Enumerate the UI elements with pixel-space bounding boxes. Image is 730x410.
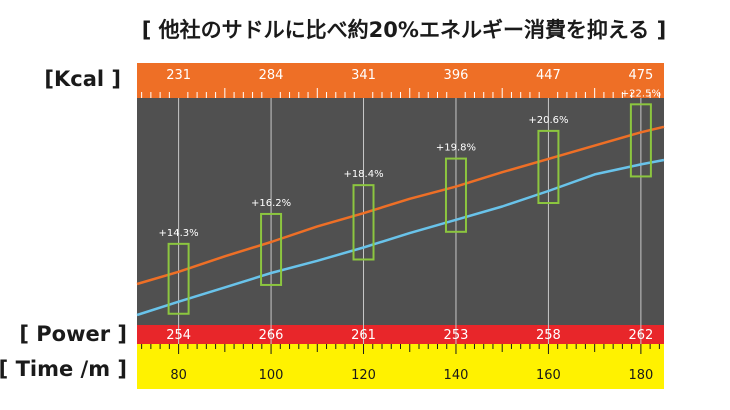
kcal-value: 475 xyxy=(628,68,653,83)
time-band xyxy=(137,344,664,389)
blue-series-line xyxy=(136,158,665,317)
kcal-ticks xyxy=(141,88,660,98)
comparison-box xyxy=(260,212,283,286)
series-lines xyxy=(136,125,665,317)
power-value: 266 xyxy=(259,328,284,343)
difference-label: +14.3% xyxy=(159,228,199,239)
time-tick-label: 180 xyxy=(628,368,653,383)
comparison-boxes xyxy=(167,103,652,315)
time-tick-label: 100 xyxy=(259,368,284,383)
time-tick-label: 120 xyxy=(351,368,376,383)
power-value: 261 xyxy=(351,328,376,343)
time-label: [ Time /m ] xyxy=(0,357,127,381)
comparison-box xyxy=(167,242,190,315)
comparison-box xyxy=(352,184,375,261)
difference-label: +20.6% xyxy=(528,115,568,126)
kcal-value: 447 xyxy=(536,68,561,83)
power-value: 262 xyxy=(628,328,653,343)
gridlines xyxy=(178,98,642,344)
power-label: [ Power ] xyxy=(19,322,127,346)
time-tick-label: 80 xyxy=(170,368,187,383)
time-ticks xyxy=(141,344,660,354)
power-value: 258 xyxy=(536,328,561,343)
power-band xyxy=(137,325,664,344)
value-labels: 231 254 80 284 266 100 341 261 120 396 253 140 447 25… xyxy=(159,68,661,383)
time-tick-label: 140 xyxy=(444,368,469,383)
time-tick-label: 160 xyxy=(536,368,561,383)
orange-series-line xyxy=(136,125,665,286)
kcal-value: 284 xyxy=(259,68,284,83)
kcal-value: 231 xyxy=(166,68,191,83)
comparison-box xyxy=(537,129,560,205)
kcal-label: [Kcal ] xyxy=(44,67,121,91)
comparison-box xyxy=(629,103,652,178)
kcal-value: 396 xyxy=(444,68,469,83)
difference-label: +18.4% xyxy=(343,169,383,180)
comparison-box xyxy=(444,157,467,233)
kcal-value: 341 xyxy=(351,68,376,83)
power-value: 254 xyxy=(166,328,191,343)
difference-label: +19.8% xyxy=(436,143,476,154)
difference-label: +22.5% xyxy=(621,88,661,99)
chart-title: [ 他社のサドルに比べ約20%エネルギー消費を抑える ] xyxy=(142,18,666,42)
power-value: 253 xyxy=(444,328,469,343)
difference-label: +16.2% xyxy=(251,198,291,209)
